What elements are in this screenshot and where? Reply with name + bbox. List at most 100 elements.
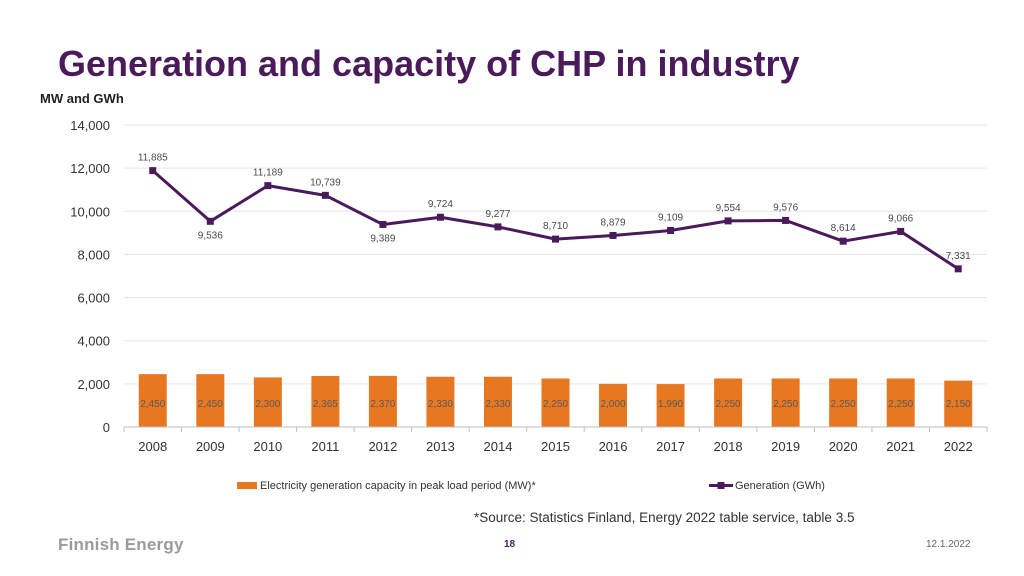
legend: Electricity generation capacity in peak … bbox=[237, 480, 825, 492]
gridlines bbox=[124, 124, 987, 385]
generation-data-label: 7,331 bbox=[946, 251, 971, 262]
x-tick-label: 2017 bbox=[656, 439, 685, 454]
capacity-bar-label: 2,250 bbox=[543, 399, 568, 410]
y-tick-label: 4,000 bbox=[77, 334, 110, 349]
generation-point bbox=[379, 220, 387, 228]
slide-date: 12.1.2022 bbox=[926, 539, 971, 550]
x-tick-label: 2011 bbox=[311, 439, 339, 454]
generation-point bbox=[724, 217, 732, 225]
x-tick-label: 2008 bbox=[138, 439, 167, 454]
capacity-bars bbox=[138, 374, 973, 427]
generation-point bbox=[897, 227, 905, 235]
generation-data-label: 9,576 bbox=[773, 202, 798, 213]
generation-point bbox=[494, 223, 502, 231]
generation-data-label: 11,885 bbox=[138, 153, 168, 164]
y-tick-label: 2,000 bbox=[77, 377, 110, 392]
x-tick-label: 2021 bbox=[886, 439, 915, 454]
source-footnote: *Source: Statistics Finland, Energy 2022… bbox=[474, 510, 855, 525]
generation-line-group bbox=[149, 167, 962, 273]
x-tick-label: 2018 bbox=[714, 439, 743, 454]
generation-data-label: 8,879 bbox=[601, 217, 626, 228]
x-axis bbox=[123, 426, 988, 432]
capacity-bar-label: 2,450 bbox=[198, 399, 223, 410]
legend-generation-label: Generation (GWh) bbox=[735, 480, 825, 492]
capacity-bar bbox=[196, 374, 225, 427]
generation-data-labels: 11,885 9,536 11,189 10,739 9,389 9,724 9,277 8,… bbox=[138, 153, 971, 262]
chart-title: Generation and capacity of CHP in indust… bbox=[58, 43, 800, 84]
capacity-bar bbox=[541, 378, 570, 427]
capacity-bar bbox=[944, 380, 973, 427]
generation-point bbox=[667, 227, 675, 235]
capacity-bar-label: 2,330 bbox=[485, 399, 510, 410]
generation-data-label: 9,554 bbox=[716, 203, 741, 214]
generation-data-label: 8,710 bbox=[543, 221, 568, 232]
generation-point bbox=[954, 265, 962, 273]
generation-data-label: 9,724 bbox=[428, 199, 453, 210]
y-tick-label: 8,000 bbox=[77, 247, 110, 262]
x-tick-label: 2014 bbox=[484, 439, 513, 454]
y-tick-label: 6,000 bbox=[77, 291, 110, 306]
generation-data-label: 9,109 bbox=[658, 213, 683, 224]
generation-point bbox=[206, 217, 214, 225]
generation-data-label: 8,614 bbox=[831, 223, 856, 234]
capacity-bar-label: 2,370 bbox=[370, 399, 395, 410]
capacity-bar bbox=[656, 384, 685, 427]
capacity-bar-label: 2,250 bbox=[831, 399, 856, 410]
x-tick-label: 2013 bbox=[426, 439, 455, 454]
y-axis-ticks: 0 2,000 4,000 6,000 8,000 10,000 12,000 14,000 bbox=[70, 118, 110, 435]
capacity-bar bbox=[311, 375, 340, 427]
capacity-bar bbox=[483, 376, 512, 427]
generation-data-label: 11,189 bbox=[253, 168, 283, 179]
y-axis-unit-label: MW and GWh bbox=[40, 91, 124, 106]
capacity-bar bbox=[886, 378, 915, 427]
capacity-bar-label: 2,250 bbox=[773, 399, 798, 410]
generation-data-label: 9,277 bbox=[485, 209, 510, 220]
finnish-energy-logo: Finnish Energy bbox=[58, 535, 184, 554]
capacity-bar-label: 2,300 bbox=[255, 399, 280, 410]
x-tick-label: 2022 bbox=[944, 439, 973, 454]
capacity-bar bbox=[253, 377, 282, 427]
generation-point bbox=[782, 216, 790, 224]
x-tick-label: 2012 bbox=[368, 439, 397, 454]
x-tick-label: 2020 bbox=[829, 439, 858, 454]
capacity-bar-label: 2,250 bbox=[716, 399, 741, 410]
x-tick-label: 2019 bbox=[771, 439, 800, 454]
x-tick-label: 2010 bbox=[253, 439, 282, 454]
legend-generation-marker bbox=[717, 482, 725, 489]
x-tick-label: 2009 bbox=[196, 439, 225, 454]
x-tick-label: 2016 bbox=[599, 439, 628, 454]
capacity-bar bbox=[368, 375, 397, 427]
generation-point bbox=[436, 213, 444, 221]
capacity-bar-labels: 2,450 2,450 2,300 2,365 2,370 2,330 2,330 2,250… bbox=[140, 399, 971, 410]
y-tick-label: 0 bbox=[103, 420, 110, 435]
capacity-bar bbox=[714, 378, 743, 427]
generation-point bbox=[839, 237, 847, 245]
capacity-bar-label: 2,250 bbox=[888, 399, 913, 410]
generation-point bbox=[609, 231, 617, 239]
capacity-bar bbox=[829, 378, 858, 427]
capacity-bar-label: 2,330 bbox=[428, 399, 453, 410]
legend-capacity-swatch bbox=[237, 482, 257, 489]
y-tick-label: 14,000 bbox=[70, 118, 110, 133]
capacity-bar-label: 2,150 bbox=[946, 399, 971, 410]
x-axis-tick-labels: 2008 2009 2010 2011 2012 2013 2014 2015 2016 2017… bbox=[138, 439, 972, 454]
generation-point bbox=[149, 167, 157, 175]
y-tick-label: 10,000 bbox=[70, 204, 110, 219]
capacity-bar-label: 2,000 bbox=[601, 399, 626, 410]
capacity-bar-label: 2,365 bbox=[313, 399, 338, 410]
x-tick-label: 2015 bbox=[541, 439, 570, 454]
generation-point bbox=[264, 182, 272, 190]
capacity-bar bbox=[771, 378, 800, 427]
generation-data-label: 10,739 bbox=[310, 177, 341, 188]
capacity-bar bbox=[426, 376, 455, 427]
generation-point bbox=[552, 235, 559, 243]
page-number: 18 bbox=[504, 539, 516, 550]
generation-data-label: 9,066 bbox=[888, 213, 913, 224]
generation-data-label: 9,536 bbox=[198, 230, 223, 241]
y-tick-label: 12,000 bbox=[70, 161, 110, 176]
capacity-bar bbox=[599, 383, 628, 427]
capacity-bar-label: 1,990 bbox=[658, 399, 683, 410]
generation-point bbox=[321, 191, 329, 199]
generation-data-label: 9,389 bbox=[370, 233, 395, 244]
